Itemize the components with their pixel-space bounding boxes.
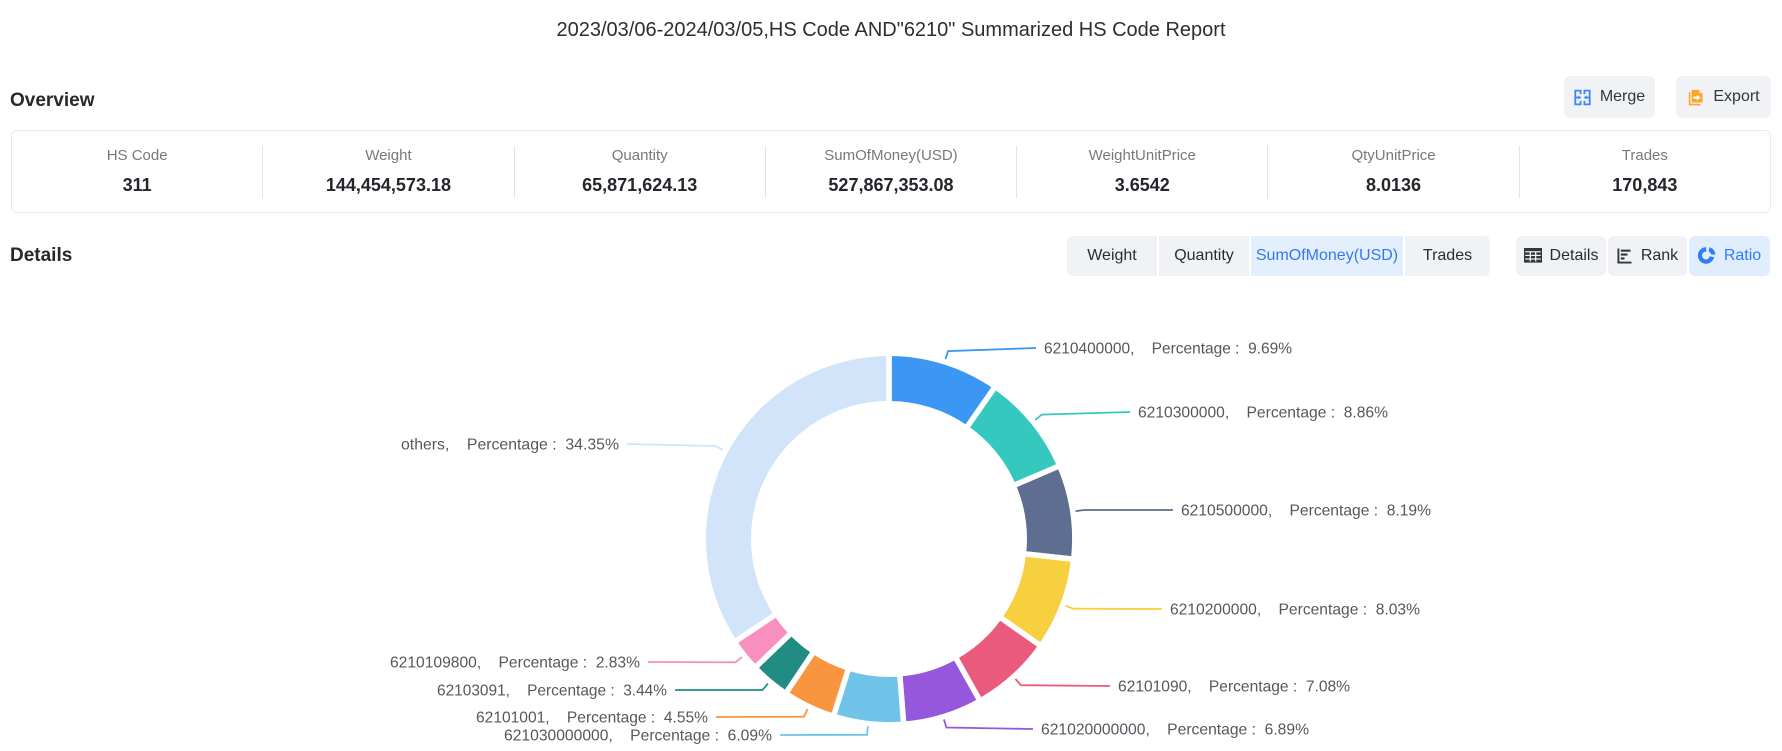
svg-text:6210200000, Percentage : 8: 6210200000, Percentage : 8.03% xyxy=(1170,602,1420,619)
svg-text:621020000000, Percentage :: 621020000000, Percentage : 6.89% xyxy=(1041,722,1309,739)
svg-text:62101001, Percentage : 4.5: 62101001, Percentage : 4.55% xyxy=(476,710,708,727)
svg-text:621030000000, Percentage :: 621030000000, Percentage : 6.09% xyxy=(504,728,772,745)
svg-text:6210500000, Percentage : 8: 6210500000, Percentage : 8.19% xyxy=(1181,503,1431,520)
svg-text:6210400000, Percentage : 9: 6210400000, Percentage : 9.69% xyxy=(1044,341,1292,358)
svg-text:6210300000, Percentage : 8: 6210300000, Percentage : 8.86% xyxy=(1138,405,1388,422)
svg-text:others, Percentage : 34.35: others, Percentage : 34.35% xyxy=(401,437,619,454)
svg-text:62101090, Percentage : 7.0: 62101090, Percentage : 7.08% xyxy=(1118,679,1350,696)
svg-text:62103091, Percentage : 3.4: 62103091, Percentage : 3.44% xyxy=(437,683,667,700)
svg-text:6210109800, Percentage : 2: 6210109800, Percentage : 2.83% xyxy=(390,655,640,672)
